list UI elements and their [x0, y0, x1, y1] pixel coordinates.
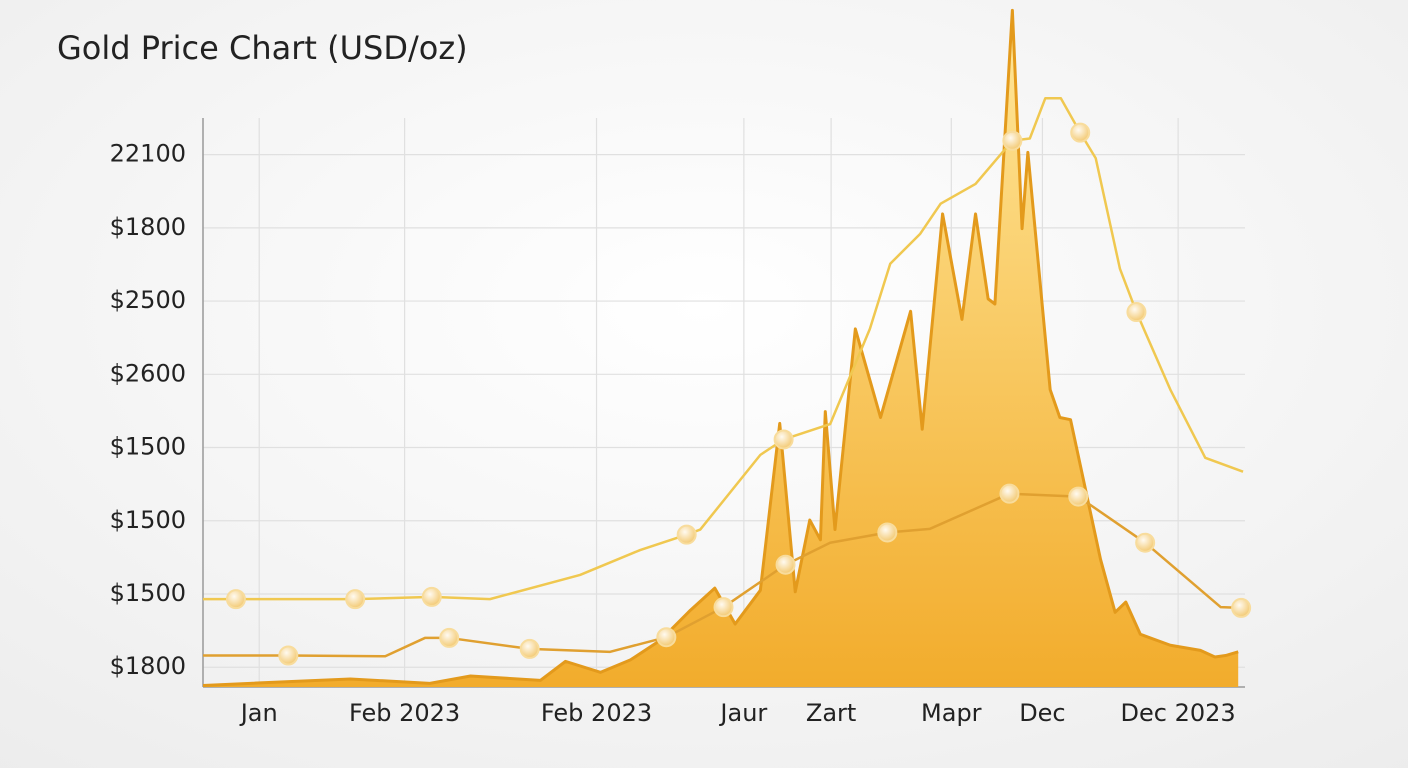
y-tick-label: $1500: [110, 506, 186, 534]
marker: [225, 589, 246, 610]
marker: [773, 429, 794, 450]
marker: [1002, 130, 1023, 151]
y-tick-label: $1500: [110, 579, 186, 607]
marker: [421, 586, 442, 607]
marker: [1068, 486, 1089, 507]
marker: [775, 554, 796, 575]
marker: [656, 627, 677, 648]
marker: [713, 597, 734, 618]
marker: [999, 483, 1020, 504]
y-tick-label: $2600: [110, 359, 186, 387]
x-tick-label: Zart: [806, 699, 856, 727]
line: [203, 96, 1244, 601]
marker: [519, 638, 540, 659]
marker: [439, 627, 460, 648]
marker: [877, 522, 898, 543]
marker: [676, 524, 697, 545]
x-tick-label: Feb 2023: [349, 699, 460, 727]
area: [203, 10, 1239, 687]
marker: [345, 589, 366, 610]
y-tick-label: $2500: [110, 286, 186, 314]
marker: [1231, 597, 1252, 618]
x-tick-label: Mapr: [921, 699, 982, 727]
y-tick-label: $1800: [110, 213, 186, 241]
x-tick-label: Jan: [239, 699, 278, 727]
y-tick-label: 22100: [110, 140, 186, 168]
x-tick-label: Dec: [1019, 699, 1065, 727]
area-line: [202, 8, 1239, 688]
marker: [1126, 302, 1147, 323]
x-tick-label: Jaur: [718, 699, 767, 727]
x-tick-label: Feb 2023: [541, 699, 652, 727]
line: [203, 492, 1242, 658]
chart-title: Gold Price Chart (USD/oz): [57, 29, 468, 67]
marker: [1070, 122, 1091, 143]
y-tick-label: $1800: [110, 652, 186, 680]
marker: [1135, 532, 1156, 553]
y-tick-label: $1500: [110, 433, 186, 461]
x-tick-label: Dec 2023: [1121, 699, 1236, 727]
marker: [278, 645, 299, 666]
